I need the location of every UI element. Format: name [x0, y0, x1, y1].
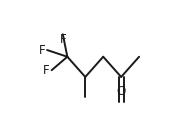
Text: F: F [43, 64, 50, 77]
Text: O: O [116, 85, 126, 98]
Text: F: F [39, 44, 45, 57]
Text: F: F [60, 33, 66, 46]
